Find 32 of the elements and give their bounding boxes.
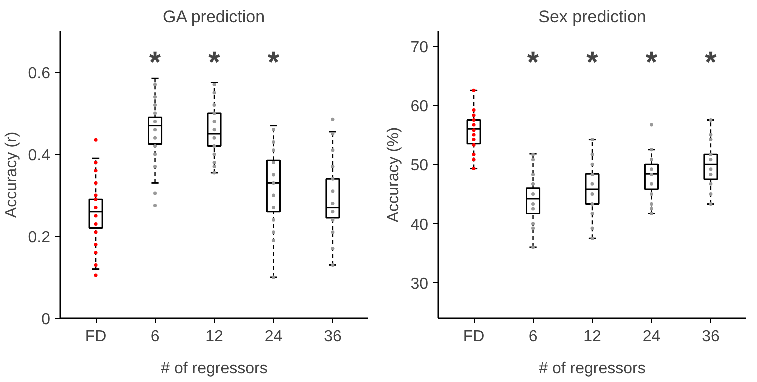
y-axis-title: Accuracy (%) — [386, 127, 403, 223]
y-tick-label: 0 — [42, 312, 51, 328]
x-tick-label: 12 — [206, 328, 224, 346]
x-tick-label: 24 — [642, 328, 661, 346]
chart-title: GA prediction — [163, 8, 266, 26]
x-tick-label: 12 — [584, 328, 602, 346]
annotation: * — [149, 46, 162, 80]
y-tick-label: 0.6 — [28, 66, 51, 82]
annotation: * — [705, 46, 718, 80]
x-tick-label: 6 — [150, 328, 160, 346]
x-tick-label: 36 — [324, 328, 342, 346]
x-axis-title: # of regressors — [539, 360, 646, 378]
y-tick-label: 50 — [410, 158, 429, 175]
annotation: * — [527, 46, 540, 80]
chart-title: Sex prediction — [538, 8, 646, 26]
annotation: * — [646, 46, 658, 80]
x-tick-label: 6 — [528, 328, 538, 346]
y-tick-label: 0.4 — [28, 148, 51, 164]
y-tick-label: 70 — [410, 39, 429, 56]
x-axis-title: # of regressors — [161, 360, 268, 378]
y-tick-label: 30 — [410, 276, 429, 293]
y-tick-label: 60 — [410, 98, 429, 116]
y-tick-label: 0.2 — [28, 230, 51, 246]
y-tick-label: 40 — [410, 216, 429, 234]
x-tick-label: FD — [463, 328, 485, 346]
annotation: * — [268, 46, 280, 80]
annotation: * — [586, 46, 599, 80]
x-tick-label: 24 — [264, 328, 283, 346]
y-axis-title: Accuracy (r) — [3, 132, 20, 218]
x-tick-label: 36 — [702, 328, 720, 346]
annotation: * — [208, 46, 221, 80]
x-tick-label: FD — [85, 328, 107, 346]
